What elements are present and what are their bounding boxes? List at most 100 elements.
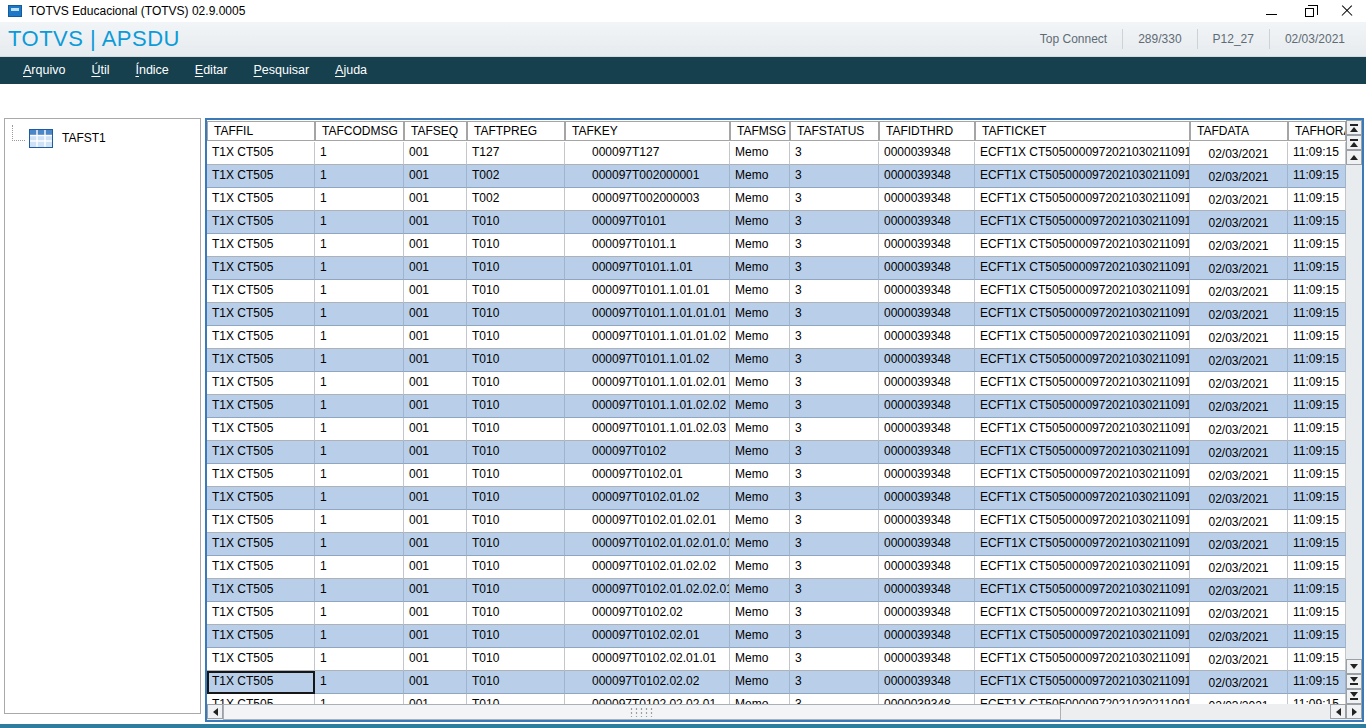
grid-cell[interactable]: 000097T0102 [565, 441, 730, 464]
column-header-tafcodmsg[interactable]: TAFCODMSG [315, 121, 404, 141]
scroll-to-top-button[interactable] [1346, 120, 1362, 135]
grid-cell[interactable]: ECFT1X CT50500009720210302110915 [975, 579, 1190, 602]
grid-cell[interactable]: T010 [467, 326, 565, 349]
grid-cell[interactable]: 3 [790, 280, 879, 303]
grid-cell[interactable]: 0000039348 [879, 165, 975, 188]
grid-cell[interactable]: T010 [467, 510, 565, 533]
grid-cell[interactable]: 000097T0102.02.01.01 [565, 648, 730, 671]
grid-cell[interactable]: Memo [730, 280, 790, 303]
grid-cell[interactable]: 001 [404, 303, 467, 326]
grid-cell[interactable]: Memo [730, 694, 790, 704]
grid-cell[interactable]: 000097T0101.1.01.02.02 [565, 395, 730, 418]
grid-cell[interactable]: 02/03/2021 [1190, 165, 1288, 188]
column-header-tafidthrd[interactable]: TAFIDTHRD [879, 121, 975, 141]
grid-cell[interactable]: 3 [790, 142, 879, 165]
grid-cell[interactable]: T1X CT505 [207, 372, 315, 395]
vertical-scrollbar[interactable] [1346, 120, 1362, 704]
menu-item-arquivo[interactable]: Arquivo [10, 57, 78, 84]
grid-cell[interactable]: T1X CT505 [207, 211, 315, 234]
grid-cell[interactable]: 02/03/2021 [1190, 211, 1288, 234]
menu-item-indice[interactable]: Índice [122, 57, 181, 84]
grid-cell[interactable]: 0000039348 [879, 303, 975, 326]
grid-cell[interactable]: 02/03/2021 [1190, 464, 1288, 487]
grid-cell[interactable]: 001 [404, 372, 467, 395]
grid-cell[interactable]: 3 [790, 464, 879, 487]
grid-cell[interactable]: 3 [790, 579, 879, 602]
grid-cell[interactable]: 001 [404, 487, 467, 510]
grid-row[interactable]: T1X CT5051001T010000097T0102.01.02.02.01… [207, 579, 1346, 602]
grid-cell[interactable]: 02/03/2021 [1190, 142, 1288, 165]
grid-cell[interactable]: T002 [467, 188, 565, 211]
grid-cell[interactable]: 11:09:15 [1288, 326, 1346, 349]
menu-item-util[interactable]: Útil [78, 57, 122, 84]
grid-cell[interactable]: 000097T0101.1 [565, 234, 730, 257]
grid-cell[interactable]: ECFT1X CT50500009720210302110915 [975, 303, 1190, 326]
grid-cell[interactable]: 02/03/2021 [1190, 395, 1288, 418]
grid-cell[interactable]: 3 [790, 648, 879, 671]
grid-cell[interactable]: T1X CT505 [207, 326, 315, 349]
grid-row[interactable]: T1X CT5051001T010000097T0102.01.02Memo30… [207, 487, 1346, 510]
grid-cell[interactable]: ECFT1X CT50500009720210302110915 [975, 648, 1190, 671]
grid-cell[interactable]: 001 [404, 280, 467, 303]
grid-cell[interactable]: 1 [315, 648, 404, 671]
grid-cell[interactable]: T1X CT505 [207, 349, 315, 372]
grid-cell[interactable]: 1 [315, 579, 404, 602]
grid-cell[interactable]: T010 [467, 257, 565, 280]
grid-cell[interactable]: ECFT1X CT50500009720210302110915 [975, 257, 1190, 280]
grid-cell[interactable]: ECFT1X CT50500009720210302110915 [975, 671, 1190, 694]
grid-cell[interactable]: 11:09:15 [1288, 303, 1346, 326]
grid-cell[interactable]: 0000039348 [879, 464, 975, 487]
grid-cell[interactable]: 0000039348 [879, 487, 975, 510]
grid-cell[interactable]: 000097T002000003 [565, 188, 730, 211]
grid-cell[interactable]: 11:09:15 [1288, 280, 1346, 303]
grid-cell[interactable]: 02/03/2021 [1190, 556, 1288, 579]
grid-cell[interactable]: 001 [404, 418, 467, 441]
grid-cell[interactable]: Memo [730, 556, 790, 579]
grid-cell[interactable]: 0000039348 [879, 694, 975, 704]
grid-cell[interactable]: 02/03/2021 [1190, 579, 1288, 602]
menu-item-pesquisar[interactable]: Pesquisar [241, 57, 323, 84]
grid-cell[interactable]: T1X CT505 [207, 234, 315, 257]
grid-cell[interactable]: 000097T0102.02.01 [565, 625, 730, 648]
grid-cell[interactable]: T127 [467, 142, 565, 165]
grid-cell[interactable]: 0000039348 [879, 326, 975, 349]
grid-cell[interactable]: T1X CT505 [207, 625, 315, 648]
grid-cell[interactable]: 1 [315, 533, 404, 556]
grid-cell[interactable]: 1 [315, 464, 404, 487]
grid-cell[interactable]: ECFT1X CT50500009720210302110915 [975, 326, 1190, 349]
grid-cell[interactable]: 11:09:15 [1288, 418, 1346, 441]
grid-cell[interactable]: T010 [467, 280, 565, 303]
grid-cell[interactable]: ECFT1X CT50500009720210302110915 [975, 441, 1190, 464]
grid-cell[interactable]: Memo [730, 464, 790, 487]
grid-cell[interactable]: 0000039348 [879, 556, 975, 579]
grid-row[interactable]: T1X CT5051001T010000097T0101.1.01.02.03M… [207, 418, 1346, 441]
grid-cell[interactable]: 3 [790, 556, 879, 579]
grid-cell[interactable]: 000097T0101 [565, 211, 730, 234]
grid-cell[interactable]: 0000039348 [879, 533, 975, 556]
grid-cell[interactable]: ECFT1X CT50500009720210302110915 [975, 395, 1190, 418]
grid-cell[interactable]: 11:09:15 [1288, 625, 1346, 648]
grid-cell[interactable]: 001 [404, 556, 467, 579]
grid-cell[interactable]: 11:09:15 [1288, 694, 1346, 704]
scroll-page-down-button[interactable] [1346, 674, 1362, 689]
grid-cell[interactable]: 1 [315, 257, 404, 280]
grid-cell[interactable]: Memo [730, 303, 790, 326]
grid-cell[interactable]: ECFT1X CT50500009720210302110915 [975, 372, 1190, 395]
grid-row[interactable]: T1X CT5051001T010000097T0102.01.02.01.01… [207, 533, 1346, 556]
grid-cell[interactable]: 0000039348 [879, 211, 975, 234]
grid-cell[interactable]: Memo [730, 165, 790, 188]
grid-cell[interactable]: 3 [790, 188, 879, 211]
column-header-tafstatus[interactable]: TAFSTATUS [790, 121, 879, 141]
grid-row[interactable]: T1X CT5051001T010000097T0102.02.02Memo30… [207, 671, 1346, 694]
column-header-taffil[interactable]: TAFFIL [207, 121, 315, 141]
grid-cell[interactable]: 3 [790, 671, 879, 694]
grid-cell[interactable]: 11:09:15 [1288, 510, 1346, 533]
grid-cell[interactable]: Memo [730, 625, 790, 648]
scroll-left-button[interactable] [207, 704, 223, 719]
grid-cell[interactable]: 3 [790, 349, 879, 372]
grid-row[interactable]: T1X CT5051001T002000097T002000001Memo300… [207, 165, 1346, 188]
grid-cell[interactable]: T1X CT505 [207, 464, 315, 487]
grid-cell[interactable]: 11:09:15 [1288, 257, 1346, 280]
grid-cell[interactable]: 000097T0102.01.02.02.01 [565, 579, 730, 602]
grid-cell[interactable]: 000097T0101.1.01.01.01 [565, 303, 730, 326]
